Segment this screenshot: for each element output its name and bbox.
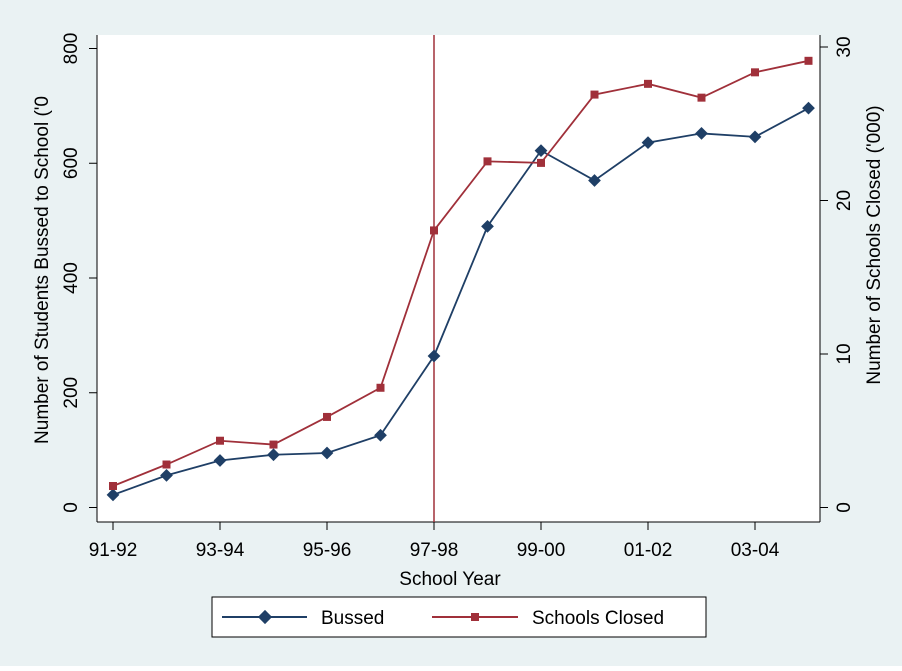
y-right-tick-label: 0 (834, 502, 855, 513)
data-point-bussed (160, 469, 173, 482)
legend-label-schools-closed: Schools Closed (532, 608, 664, 629)
data-point-schools-closed (697, 93, 706, 102)
data-point-schools-closed (323, 412, 331, 421)
legend-label-bussed: Bussed (321, 608, 384, 629)
legend-marker-bussed (257, 609, 273, 625)
data-point-bussed (481, 219, 494, 233)
data-point-schools-closed (376, 383, 385, 392)
legend: Bussed Schools Closed (211, 596, 707, 638)
series-layer (112, 35, 809, 522)
x-tick-label: 95-96 (303, 540, 352, 561)
data-point-schools-closed (216, 436, 224, 445)
data-point-bussed (213, 454, 227, 467)
x-tick-label: 01-02 (624, 540, 673, 561)
x-axis-title: School Year (399, 569, 501, 590)
data-point-bussed (320, 446, 334, 460)
data-point-bussed (427, 349, 441, 363)
x-tick-label: 91-92 (89, 540, 138, 561)
y-left-tick-label: 400 (61, 262, 82, 294)
y-right-tick-label: 30 (834, 36, 855, 57)
data-point-schools-closed (804, 56, 813, 65)
y-right-tick-label: 10 (834, 343, 855, 364)
y-left-tick-label: 0 (61, 502, 82, 513)
data-point-schools-closed (644, 79, 652, 88)
axes-layer: 0 200 400 600 800 0 10 20 30 91-92 93-94 95-96 97-98… (61, 33, 855, 561)
data-point-schools-closed (590, 90, 599, 99)
data-point-schools-closed (483, 157, 492, 166)
series-line-bussed (112, 107, 809, 496)
y-axis-right-title: Number of Schools Closed ('000) (864, 105, 885, 384)
data-point-bussed (267, 448, 280, 462)
y-left-tick-label: 800 (61, 33, 82, 65)
data-point-schools-closed (751, 68, 759, 77)
x-tick-label: 99-00 (517, 540, 566, 561)
data-point-schools-closed (162, 460, 171, 469)
data-point-schools-closed (537, 158, 545, 167)
data-point-bussed (106, 488, 120, 502)
x-tick-label: 03-04 (731, 540, 780, 561)
y-left-tick-label: 200 (61, 377, 82, 409)
plot-area (97, 35, 820, 522)
legend-marker-schools-closed (471, 613, 479, 621)
data-point-schools-closed (269, 440, 278, 449)
data-point-schools-closed (109, 482, 117, 491)
y-left-tick-label: 600 (61, 147, 82, 179)
x-tick-label: 97-98 (410, 540, 459, 561)
y-right-tick-label: 20 (834, 190, 855, 211)
data-point-bussed (374, 428, 387, 442)
x-tick-label: 93-94 (196, 540, 245, 561)
y-axis-left-title: Number of Students Bussed to School ('0 (32, 96, 53, 444)
data-point-schools-closed (430, 226, 438, 235)
series-line-schools-closed (112, 59, 809, 487)
